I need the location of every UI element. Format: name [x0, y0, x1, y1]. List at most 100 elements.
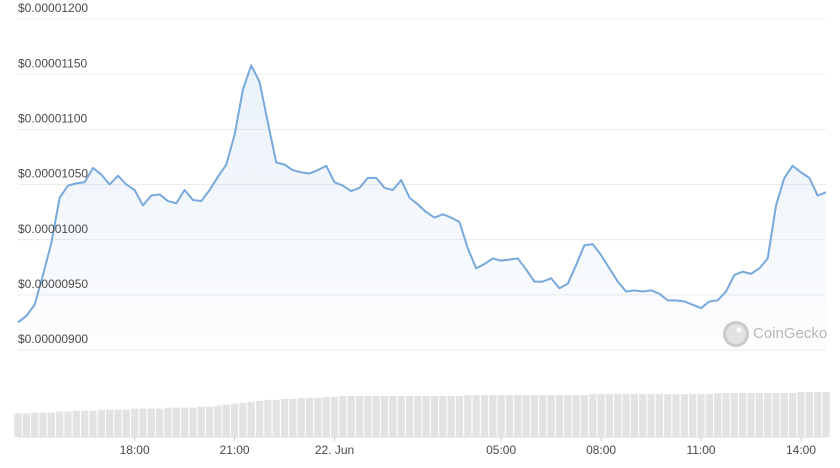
- volume-bar: [414, 395, 422, 437]
- y-tick-label: $0.00001100: [18, 112, 88, 126]
- watermark: CoinGecko: [723, 321, 827, 347]
- volume-bar: [380, 395, 389, 437]
- volume-bar: [747, 392, 755, 437]
- volume-bar: [655, 393, 664, 437]
- volume-bar: [705, 393, 714, 437]
- volume-bar: [97, 409, 105, 437]
- volume-bar: [355, 395, 364, 437]
- watermark-text: CoinGecko: [753, 325, 827, 342]
- volume-bar: [755, 392, 763, 437]
- volume-bar: [622, 393, 630, 437]
- x-tick-label: 21:00: [220, 443, 250, 457]
- volume-bar: [822, 392, 830, 437]
- x-tick-label: 14:00: [786, 443, 816, 457]
- volume-bar: [689, 393, 697, 437]
- volume-bar: [247, 401, 255, 437]
- volume-bar: [439, 395, 447, 437]
- volume-bar: [422, 395, 430, 437]
- volume-bar: [155, 408, 164, 437]
- volume-bar: [630, 393, 639, 437]
- volume-bar: [547, 394, 555, 437]
- price-line: [17, 64, 827, 324]
- x-tick-label: 11:00: [686, 443, 715, 457]
- volume-bar: [372, 395, 380, 437]
- volume-bar: [47, 412, 55, 437]
- y-tick-label: $0.00001050: [18, 167, 88, 181]
- volume-bar: [114, 409, 122, 437]
- volume-bar: [81, 410, 89, 437]
- volume-bar: [305, 397, 314, 437]
- volume-bar: [589, 393, 597, 437]
- labels: $0.00000900 $0.00000950 $0.00001000 $0.0000…: [18, 1, 816, 457]
- x-tick-label: 08:00: [586, 443, 616, 457]
- volume-bar: [664, 393, 672, 437]
- volume-bar: [364, 395, 372, 437]
- volume-bar: [789, 392, 797, 437]
- volume-bar: [280, 398, 289, 437]
- volume-bar: [680, 393, 689, 437]
- volume-bar: [555, 394, 564, 437]
- volume-bar: [189, 407, 197, 437]
- volume-bar: [255, 400, 264, 437]
- volume-bar: [739, 392, 747, 437]
- volume-bar: [172, 407, 180, 437]
- y-tick-label: $0.00001000: [18, 222, 88, 236]
- volume-bar: [222, 404, 230, 437]
- volume-bar: [472, 394, 480, 437]
- volume-bar: [22, 413, 30, 437]
- volume-bar: [272, 399, 280, 437]
- volume-bar: [405, 395, 414, 437]
- volume-bar: [39, 412, 47, 437]
- volume-bar: [239, 402, 247, 437]
- volume-bar: [480, 394, 489, 437]
- volume-bar: [205, 406, 214, 437]
- y-tick-label: $0.00000900: [18, 332, 88, 346]
- volume-bar: [230, 403, 239, 437]
- plot: [14, 64, 830, 437]
- volume-bar: [489, 394, 497, 437]
- volume-bar: [180, 407, 189, 437]
- volume-bar: [497, 394, 505, 437]
- volume-bar: [580, 394, 589, 437]
- volume-bar: [397, 395, 405, 437]
- volume-bar: [605, 393, 614, 437]
- volume-bar: [614, 393, 622, 437]
- volume-bar: [714, 392, 722, 437]
- volume-bar: [797, 392, 805, 437]
- y-tick-label: $0.00001200: [18, 1, 88, 15]
- volume-bar: [389, 395, 397, 437]
- volume-bar: [564, 394, 572, 437]
- volume-bar: [672, 393, 680, 437]
- volume-bar: [139, 408, 147, 437]
- volume-bar: [814, 392, 822, 437]
- volume-bar: [339, 395, 347, 437]
- volume-bar: [530, 394, 539, 437]
- volume-bar: [314, 397, 322, 437]
- volume-bar: [722, 392, 730, 437]
- volume-bar: [455, 395, 464, 437]
- volume-bar: [164, 407, 172, 437]
- volume-bar: [214, 405, 222, 437]
- volume-bar: [464, 394, 472, 437]
- volume-bar: [147, 408, 155, 437]
- volume-bar: [539, 394, 547, 437]
- volume-bar: [130, 408, 139, 437]
- volume-bar: [64, 411, 72, 437]
- volume-bar: [697, 393, 705, 437]
- volume-bar: [122, 409, 130, 437]
- area-fill: [18, 65, 826, 350]
- volume-bar: [764, 392, 772, 437]
- volume-bar: [522, 394, 530, 437]
- y-tick-label: $0.00000950: [18, 277, 88, 291]
- volume-bar: [430, 395, 439, 437]
- volume-bar: [322, 396, 330, 437]
- volume-bar: [805, 392, 813, 437]
- volume-bar: [31, 412, 39, 437]
- volume-bar: [14, 413, 22, 437]
- volume-bar: [297, 397, 305, 437]
- volume-bar: [647, 393, 655, 437]
- x-tick-label: 18:00: [120, 443, 150, 457]
- x-tick-label: 22. Jun: [315, 443, 354, 457]
- y-tick-label: $0.00001150: [18, 56, 88, 70]
